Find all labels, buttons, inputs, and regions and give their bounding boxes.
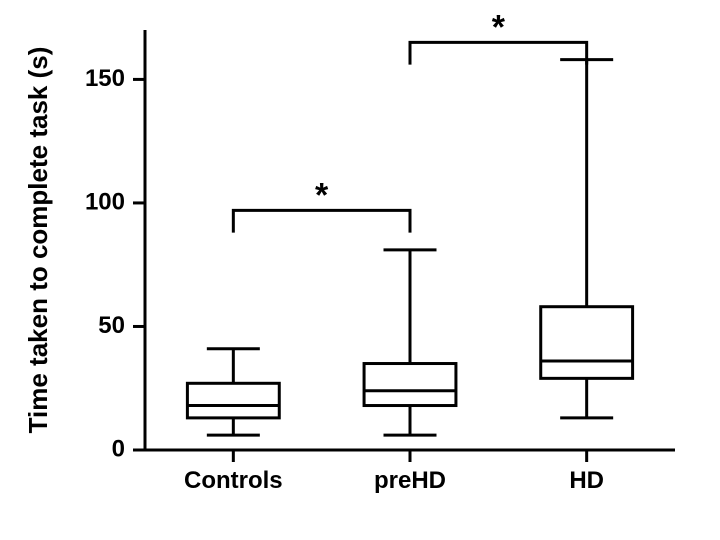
box-preHD [364, 250, 456, 435]
box-rect [541, 307, 633, 379]
x-tick-label: preHD [374, 467, 446, 494]
box-HD [541, 60, 633, 418]
sig-star-0: * [315, 176, 329, 214]
box-controls [187, 349, 279, 435]
y-tick-label: 0 [112, 435, 125, 462]
boxplot-chart: 0 50 100 150 Time taken to complete task (s)… [0, 0, 720, 540]
y-tick-label: 100 [85, 188, 125, 215]
box-rect [364, 364, 456, 406]
sig-star-1: * [492, 8, 506, 46]
box-rect [187, 383, 279, 418]
y-axis-label: Time taken to complete task (s) [23, 47, 53, 434]
x-tick-label: HD [569, 467, 604, 494]
x-tick-label: Controls [184, 467, 283, 494]
y-tick-label: 150 [85, 65, 125, 92]
y-tick-label: 50 [98, 312, 125, 339]
